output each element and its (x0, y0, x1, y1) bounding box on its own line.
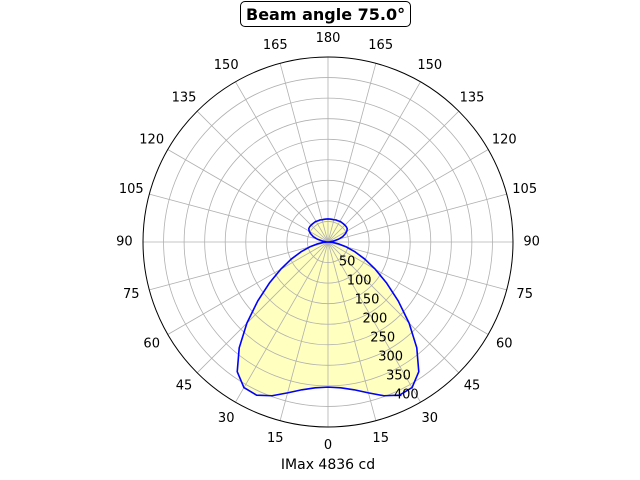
angular-gridline (327, 241, 460, 374)
angle-tick-label: 180 (316, 31, 341, 46)
angular-gridline (327, 110, 460, 243)
angle-tick-label: 105 (512, 182, 537, 197)
angle-tick-label: 75 (123, 287, 140, 302)
radial-tick-label: 300 (378, 349, 403, 364)
intensity-curve (236, 218, 420, 397)
angle-tick-label: 45 (464, 379, 481, 394)
angular-gridline (327, 241, 421, 403)
angle-tick-label: 120 (492, 133, 517, 148)
radial-tick-label: 100 (347, 274, 372, 289)
angular-gridline (167, 149, 329, 243)
angular-gridline (167, 241, 329, 335)
radial-tick-label: 250 (370, 331, 395, 346)
angular-gridline (327, 241, 507, 291)
radial-tick-label: 350 (386, 368, 411, 383)
angle-tick-label: 90 (116, 235, 133, 250)
angle-tick-label: 120 (139, 133, 164, 148)
angle-tick-label: 45 (176, 379, 193, 394)
angle-tick-label: 165 (368, 38, 393, 53)
angular-gridline (196, 241, 329, 374)
angle-tick-label: 150 (214, 58, 239, 73)
angular-gridline (279, 63, 329, 243)
angular-gridline (327, 149, 489, 243)
angle-tick-label: 30 (422, 411, 439, 426)
angular-gridline (327, 63, 377, 243)
angle-tick-label: 15 (372, 431, 389, 446)
angular-gridline (279, 241, 329, 421)
chart-title: Beam angle 75.0° (240, 1, 412, 27)
angle-tick-label: 60 (496, 336, 513, 351)
radial-tick-label: 200 (363, 312, 388, 327)
angular-gridline (327, 241, 377, 421)
angle-tick-label: 15 (267, 431, 284, 446)
angle-tick-label: 75 (516, 287, 533, 302)
angular-gridline (327, 193, 507, 243)
polar-frame (142, 56, 514, 428)
radial-tick-label: 50 (339, 255, 356, 270)
x-axis-label: IMax 4836 cd (280, 457, 376, 473)
angle-tick-label: 150 (417, 58, 442, 73)
angular-gridline (149, 241, 329, 291)
angle-tick-label: 60 (143, 336, 160, 351)
angle-tick-label: 90 (523, 235, 540, 250)
angular-gridline (327, 241, 489, 335)
angular-gridline (149, 193, 329, 243)
angle-tick-label: 165 (263, 38, 288, 53)
radial-tick-label: 150 (355, 293, 380, 308)
angle-tick-label: 135 (172, 91, 197, 106)
angular-gridline (327, 81, 421, 243)
radial-tick-label: 400 (394, 387, 419, 402)
angular-gridline (235, 81, 329, 243)
angle-tick-label: 30 (218, 411, 235, 426)
angle-tick-label: 135 (460, 91, 485, 106)
angular-gridline (196, 110, 329, 243)
angle-tick-label: 0 (324, 438, 332, 453)
angular-gridline (235, 241, 329, 403)
angle-tick-label: 105 (119, 182, 144, 197)
